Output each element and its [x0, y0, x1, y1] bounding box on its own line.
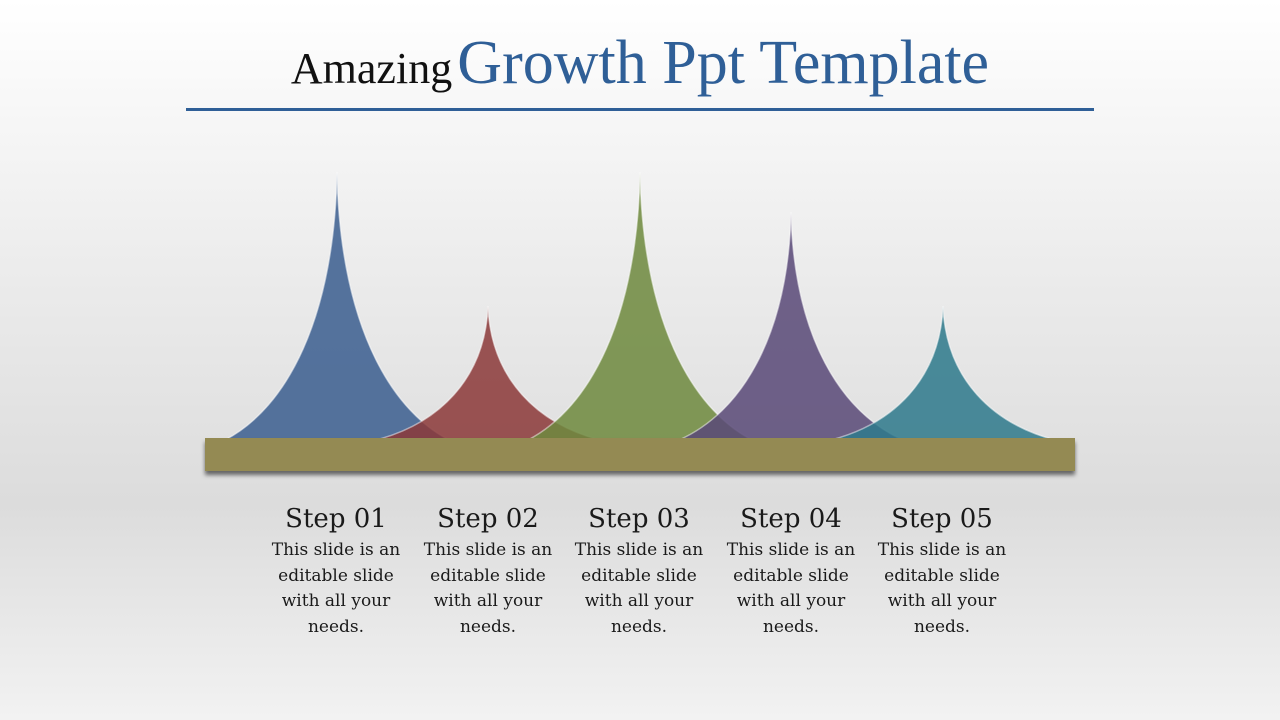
step-title: Step 03 [588, 504, 690, 534]
base-bar [205, 438, 1075, 471]
title-plain: Amazing [290, 44, 453, 93]
peak-3 [527, 171, 753, 441]
step-description: This slide is an editable slide with all… [574, 540, 704, 637]
step-2: Step 02 This slide is an editable slide … [413, 500, 563, 640]
step-description: This slide is an editable slide with all… [271, 540, 401, 637]
peak-1 [224, 171, 450, 441]
step-title: Step 01 [285, 504, 387, 534]
step-1: Step 01 This slide is an editable slide … [261, 500, 411, 640]
peak-4 [678, 212, 904, 441]
peak-5 [830, 305, 1056, 441]
step-description: This slide is an editable slide with all… [423, 540, 553, 637]
step-4: Step 04 This slide is an editable slide … [716, 500, 866, 640]
step-description: This slide is an editable slide with all… [726, 540, 856, 637]
step-description: This slide is an editable slide with all… [877, 540, 1007, 637]
title-accent: Growth Ppt Template [457, 29, 990, 97]
title-underline [186, 108, 1094, 111]
page-title: Amazing Growth Ppt Template [0, 28, 1280, 99]
step-3: Step 03 This slide is an editable slide … [564, 500, 714, 640]
step-5: Step 05 This slide is an editable slide … [867, 500, 1017, 640]
step-title: Step 02 [437, 504, 539, 534]
step-title: Step 05 [891, 504, 993, 534]
step-title: Step 04 [740, 504, 842, 534]
